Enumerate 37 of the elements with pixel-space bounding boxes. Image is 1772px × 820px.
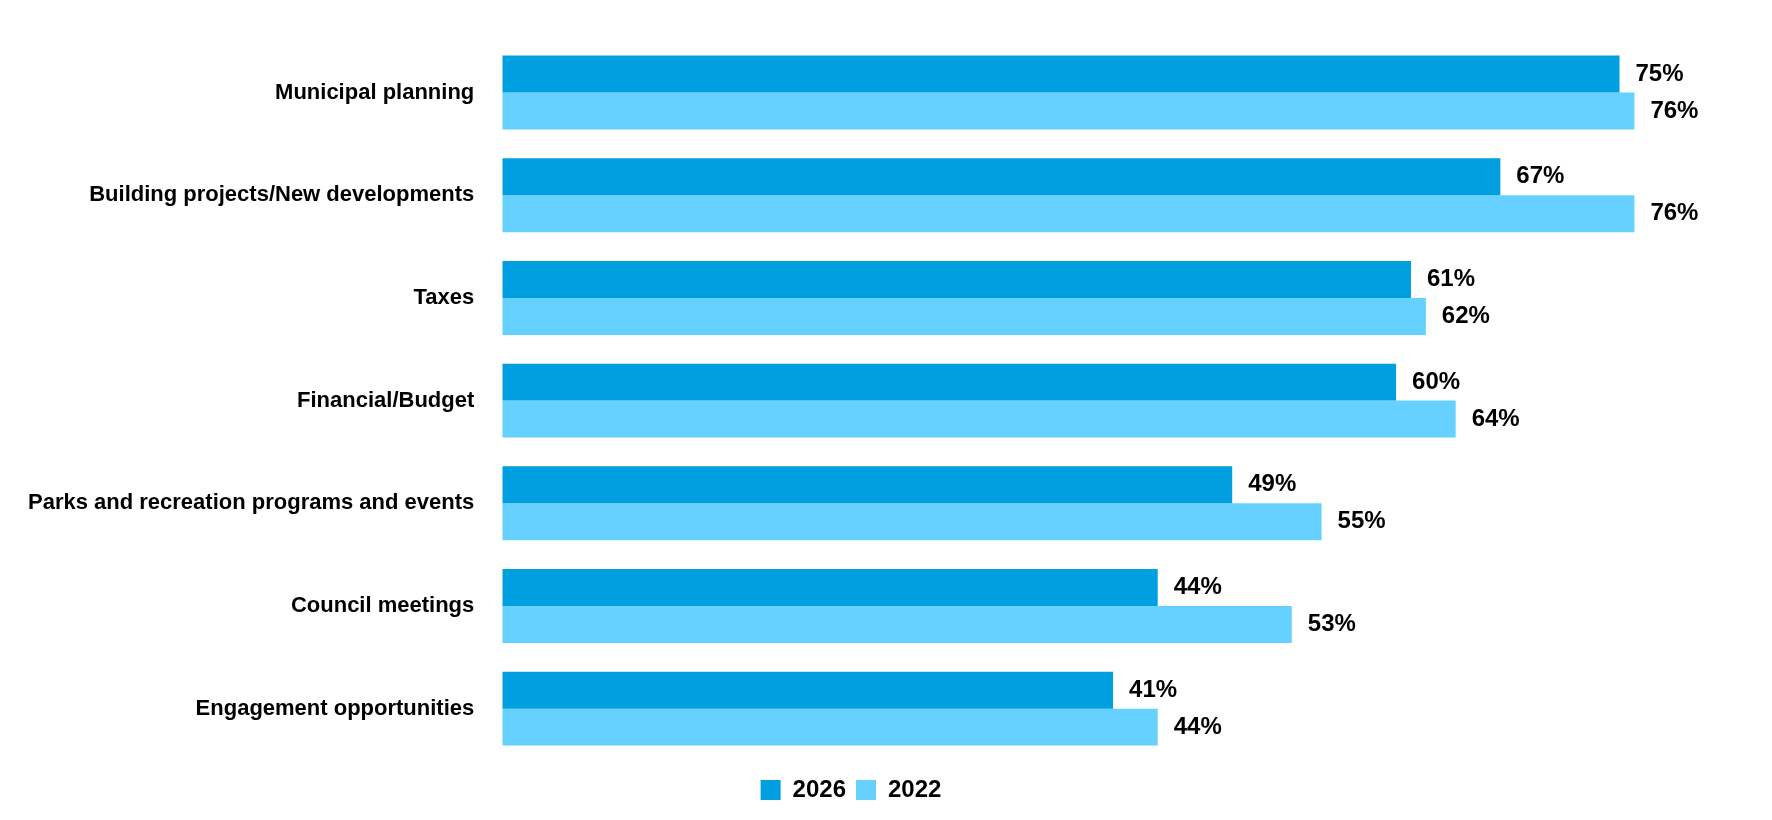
data-label: 55% (1337, 506, 1386, 534)
y-tick-label: Financial/Budget (297, 386, 475, 412)
data-label: 44% (1173, 711, 1222, 739)
data-label: 62% (1441, 301, 1490, 329)
data-label: 41% (1129, 674, 1178, 702)
bar (502, 466, 1233, 504)
bar (502, 503, 1322, 541)
data-label: 75% (1635, 58, 1684, 86)
bar (502, 195, 1635, 233)
y-tick-label: Municipal planning (275, 78, 475, 104)
data-label: 44% (1173, 572, 1222, 600)
data-label: 76% (1650, 95, 1699, 123)
bar (502, 363, 1397, 401)
bar (502, 92, 1635, 130)
y-tick-label: Parks and recreation programs and events (27, 489, 475, 515)
data-label: 76% (1650, 198, 1699, 226)
data-label: 49% (1248, 469, 1297, 497)
y-tick-label: Taxes (413, 283, 475, 309)
data-label: 60% (1412, 366, 1461, 394)
legend-label: 2026 (792, 774, 846, 802)
bar (502, 569, 1158, 606)
data-label: 64% (1471, 403, 1520, 431)
y-tick-label: Council meetings (290, 592, 475, 618)
bar (502, 400, 1456, 438)
bar (502, 605, 1292, 643)
bar (502, 708, 1158, 746)
data-label: 61% (1426, 264, 1476, 292)
legend-label: 2022 (888, 774, 942, 802)
y-tick-label: Engagement opportunities (195, 694, 475, 720)
bar (502, 158, 1501, 196)
bar (502, 260, 1411, 298)
data-label: 67% (1516, 161, 1565, 189)
data-label: 53% (1307, 609, 1356, 637)
y-tick-label: Building projects/New developments (89, 181, 475, 207)
bar (502, 297, 1426, 335)
bar (502, 55, 1620, 93)
bar (502, 671, 1114, 709)
